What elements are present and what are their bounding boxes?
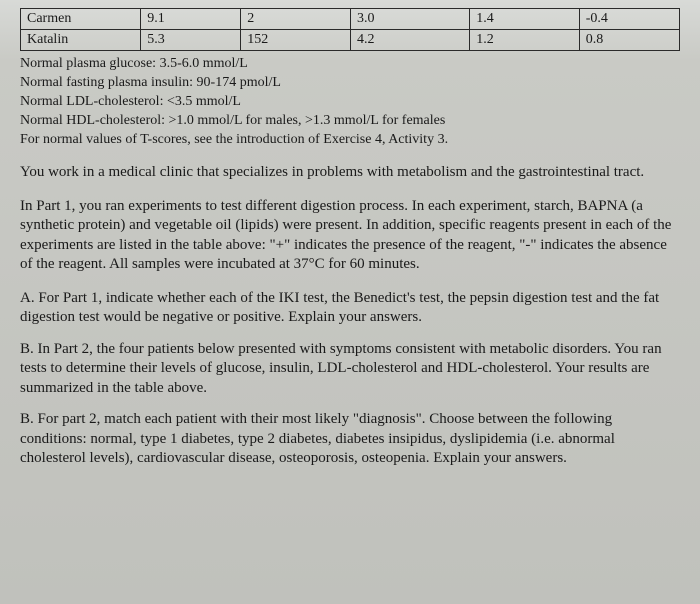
table-row: Katalin 5.3 152 4.2 1.2 0.8 [21,30,680,51]
reference-ranges: Normal plasma glucose: 3.5-6.0 mmol/L No… [20,55,680,149]
part1-description: In Part 1, you ran experiments to test d… [20,197,680,275]
cell-value: 0.8 [579,30,679,51]
cell-name: Carmen [21,9,141,30]
cell-value: -0.4 [579,9,679,30]
cell-value: 1.2 [470,30,580,51]
ref-line: Normal LDL-cholesterol: <3.5 mmol/L [20,93,680,112]
ref-line: Normal fasting plasma insulin: 90-174 pm… [20,74,680,93]
cell-value: 2 [241,9,351,30]
cell-value: 9.1 [141,9,241,30]
body-text: You work in a medical clinic that specia… [20,163,680,469]
cell-value: 152 [241,30,351,51]
cell-value: 3.0 [351,9,470,30]
part2-description: B. In Part 2, the four patients below pr… [20,340,680,399]
question-b: B. For part 2, match each patient with t… [20,410,680,469]
cell-value: 5.3 [141,30,241,51]
table-row: Carmen 9.1 2 3.0 1.4 -0.4 [21,9,680,30]
intro-paragraph: You work in a medical clinic that specia… [20,163,680,183]
ref-line: For normal values of T-scores, see the i… [20,131,680,150]
ref-line: Normal plasma glucose: 3.5-6.0 mmol/L [20,55,680,74]
document-page: Carmen 9.1 2 3.0 1.4 -0.4 Katalin 5.3 15… [0,0,700,604]
patient-data-table: Carmen 9.1 2 3.0 1.4 -0.4 Katalin 5.3 15… [20,8,680,51]
ref-line: Normal HDL-cholesterol: >1.0 mmol/L for … [20,112,680,131]
cell-value: 4.2 [351,30,470,51]
cell-name: Katalin [21,30,141,51]
question-a: A. For Part 1, indicate whether each of … [20,289,680,328]
cell-value: 1.4 [470,9,580,30]
